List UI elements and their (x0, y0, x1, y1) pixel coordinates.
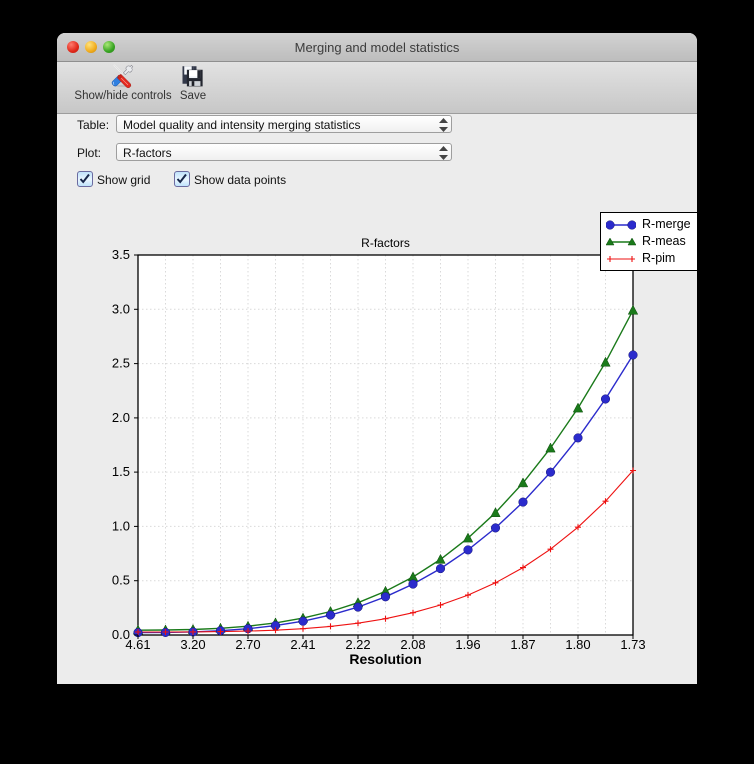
svg-text:1.5: 1.5 (112, 464, 130, 479)
svg-text:2.70: 2.70 (235, 637, 260, 652)
svg-text:1.96: 1.96 (455, 637, 480, 652)
svg-text:1.0: 1.0 (112, 518, 130, 533)
svg-text:2.5: 2.5 (112, 356, 130, 371)
svg-text:2.41: 2.41 (290, 637, 315, 652)
svg-text:2.0: 2.0 (112, 410, 130, 425)
svg-text:0.5: 0.5 (112, 573, 130, 588)
svg-text:1.80: 1.80 (565, 637, 590, 652)
svg-text:Resolution: Resolution (349, 651, 421, 667)
svg-text:1.73: 1.73 (620, 637, 645, 652)
svg-text:2.22: 2.22 (345, 637, 370, 652)
svg-text:1.87: 1.87 (510, 637, 535, 652)
svg-text:2.08: 2.08 (400, 637, 425, 652)
svg-text:R-factors: R-factors (361, 236, 410, 250)
svg-text:3.5: 3.5 (112, 247, 130, 262)
svg-text:3.0: 3.0 (112, 301, 130, 316)
svg-text:4.61: 4.61 (125, 637, 150, 652)
svg-text:3.20: 3.20 (180, 637, 205, 652)
